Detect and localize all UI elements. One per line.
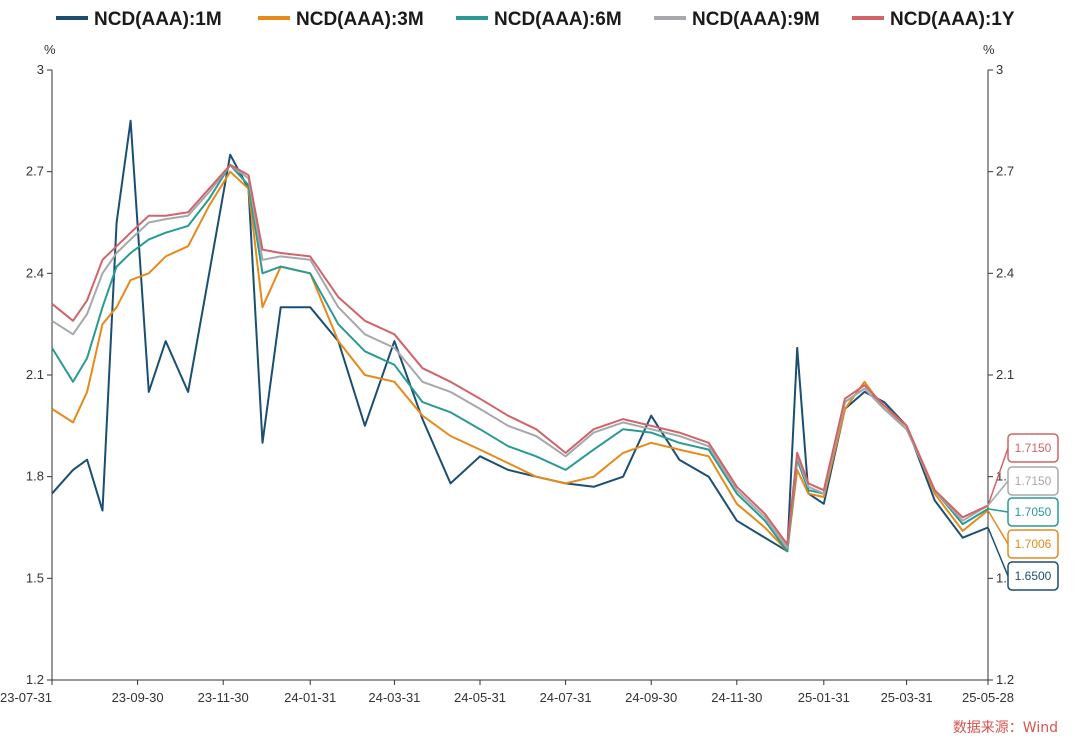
legend: NCD(AAA):1M NCD(AAA):3M NCD(AAA):6M NCD(AAA… [56, 9, 1015, 30]
series-line-4 [51, 163, 989, 549]
x-tick-label: 25-01-31 [798, 690, 850, 705]
tag-connector-4 [987, 480, 1009, 506]
series-line-5 [51, 163, 989, 546]
last-value-tag-2 [1007, 529, 1059, 559]
last-value-tag-4 [1007, 466, 1059, 496]
last-value-tags: 1.7150 1.7150 1.7050 1.7006 1.6500 [987, 433, 1059, 591]
axes: 1.2 1.21.5 1.51.8 1.82.1 2.12.4 2.42.7 2.73 323… [0, 62, 1014, 705]
legend-label-3: NCD(AAA):6M [494, 9, 622, 30]
x-tick-label: 24-11-30 [711, 690, 762, 705]
x-tick-label: 25-03-31 [881, 690, 933, 705]
y-tick-label-left: 2.1 [26, 367, 44, 382]
y-tick-label-left: 2.4 [26, 265, 44, 280]
x-tick-label: 24-01-31 [284, 690, 336, 705]
legend-label-5: NCD(AAA):1Y [890, 9, 1015, 30]
series-line-2 [51, 170, 989, 553]
last-value-label-4: 1.7150 [1015, 474, 1052, 488]
x-tick-label: 23-11-30 [198, 690, 249, 705]
y-tick-label-left: 1.8 [26, 469, 44, 484]
last-value-tag-3 [1007, 497, 1059, 527]
x-tick-label: 23-09-30 [112, 690, 164, 705]
x-tick-label: 25-05-28 [962, 690, 1014, 705]
x-tick-label: 24-09-30 [625, 690, 677, 705]
last-value-label-3: 1.7050 [1015, 505, 1052, 519]
x-tick-label: 24-03-31 [368, 690, 420, 705]
y-tick-label-left: 2.7 [26, 164, 44, 179]
last-value-label-1: 1.6500 [1015, 569, 1052, 583]
x-tick-label: 24-07-31 [540, 690, 592, 705]
last-value-tag-1 [1007, 561, 1059, 591]
legend-label-1: NCD(AAA):1M [94, 9, 222, 30]
y-tick-label-left: 3 [37, 62, 44, 77]
source-note: 数据来源：Wind [953, 720, 1058, 736]
legend-label-2: NCD(AAA):3M [296, 9, 424, 30]
last-value-label-5: 1.7150 [1015, 441, 1052, 455]
y-tick-label-right: 2.7 [996, 164, 1014, 179]
y-tick-label-right: 3 [996, 62, 1003, 77]
tag-connector-2 [987, 509, 1009, 545]
plot-area [51, 119, 989, 553]
y-tick-label-left: 1.2 [26, 672, 44, 687]
x-tick-label: 23-07-31 [0, 690, 52, 705]
x-tick-label: 24-05-31 [454, 690, 506, 705]
y-axis-unit-right: % [983, 42, 995, 57]
tag-connector-3 [987, 508, 1009, 513]
y-tick-label-right: 2.1 [996, 367, 1014, 382]
last-value-tag-5 [1007, 433, 1059, 463]
y-axis-unit-left: % [44, 42, 56, 57]
y-tick-label-left: 1.5 [26, 570, 44, 585]
legend-label-4: NCD(AAA):9M [692, 9, 820, 30]
series-line-3 [51, 163, 989, 553]
last-value-label-2: 1.7006 [1015, 537, 1052, 551]
y-tick-label-right: 2.4 [996, 265, 1014, 280]
series-line-1 [51, 119, 989, 553]
tag-connector-1 [987, 527, 1009, 577]
y-tick-label-right: 1.2 [996, 672, 1014, 687]
tag-connector-5 [987, 447, 1009, 506]
